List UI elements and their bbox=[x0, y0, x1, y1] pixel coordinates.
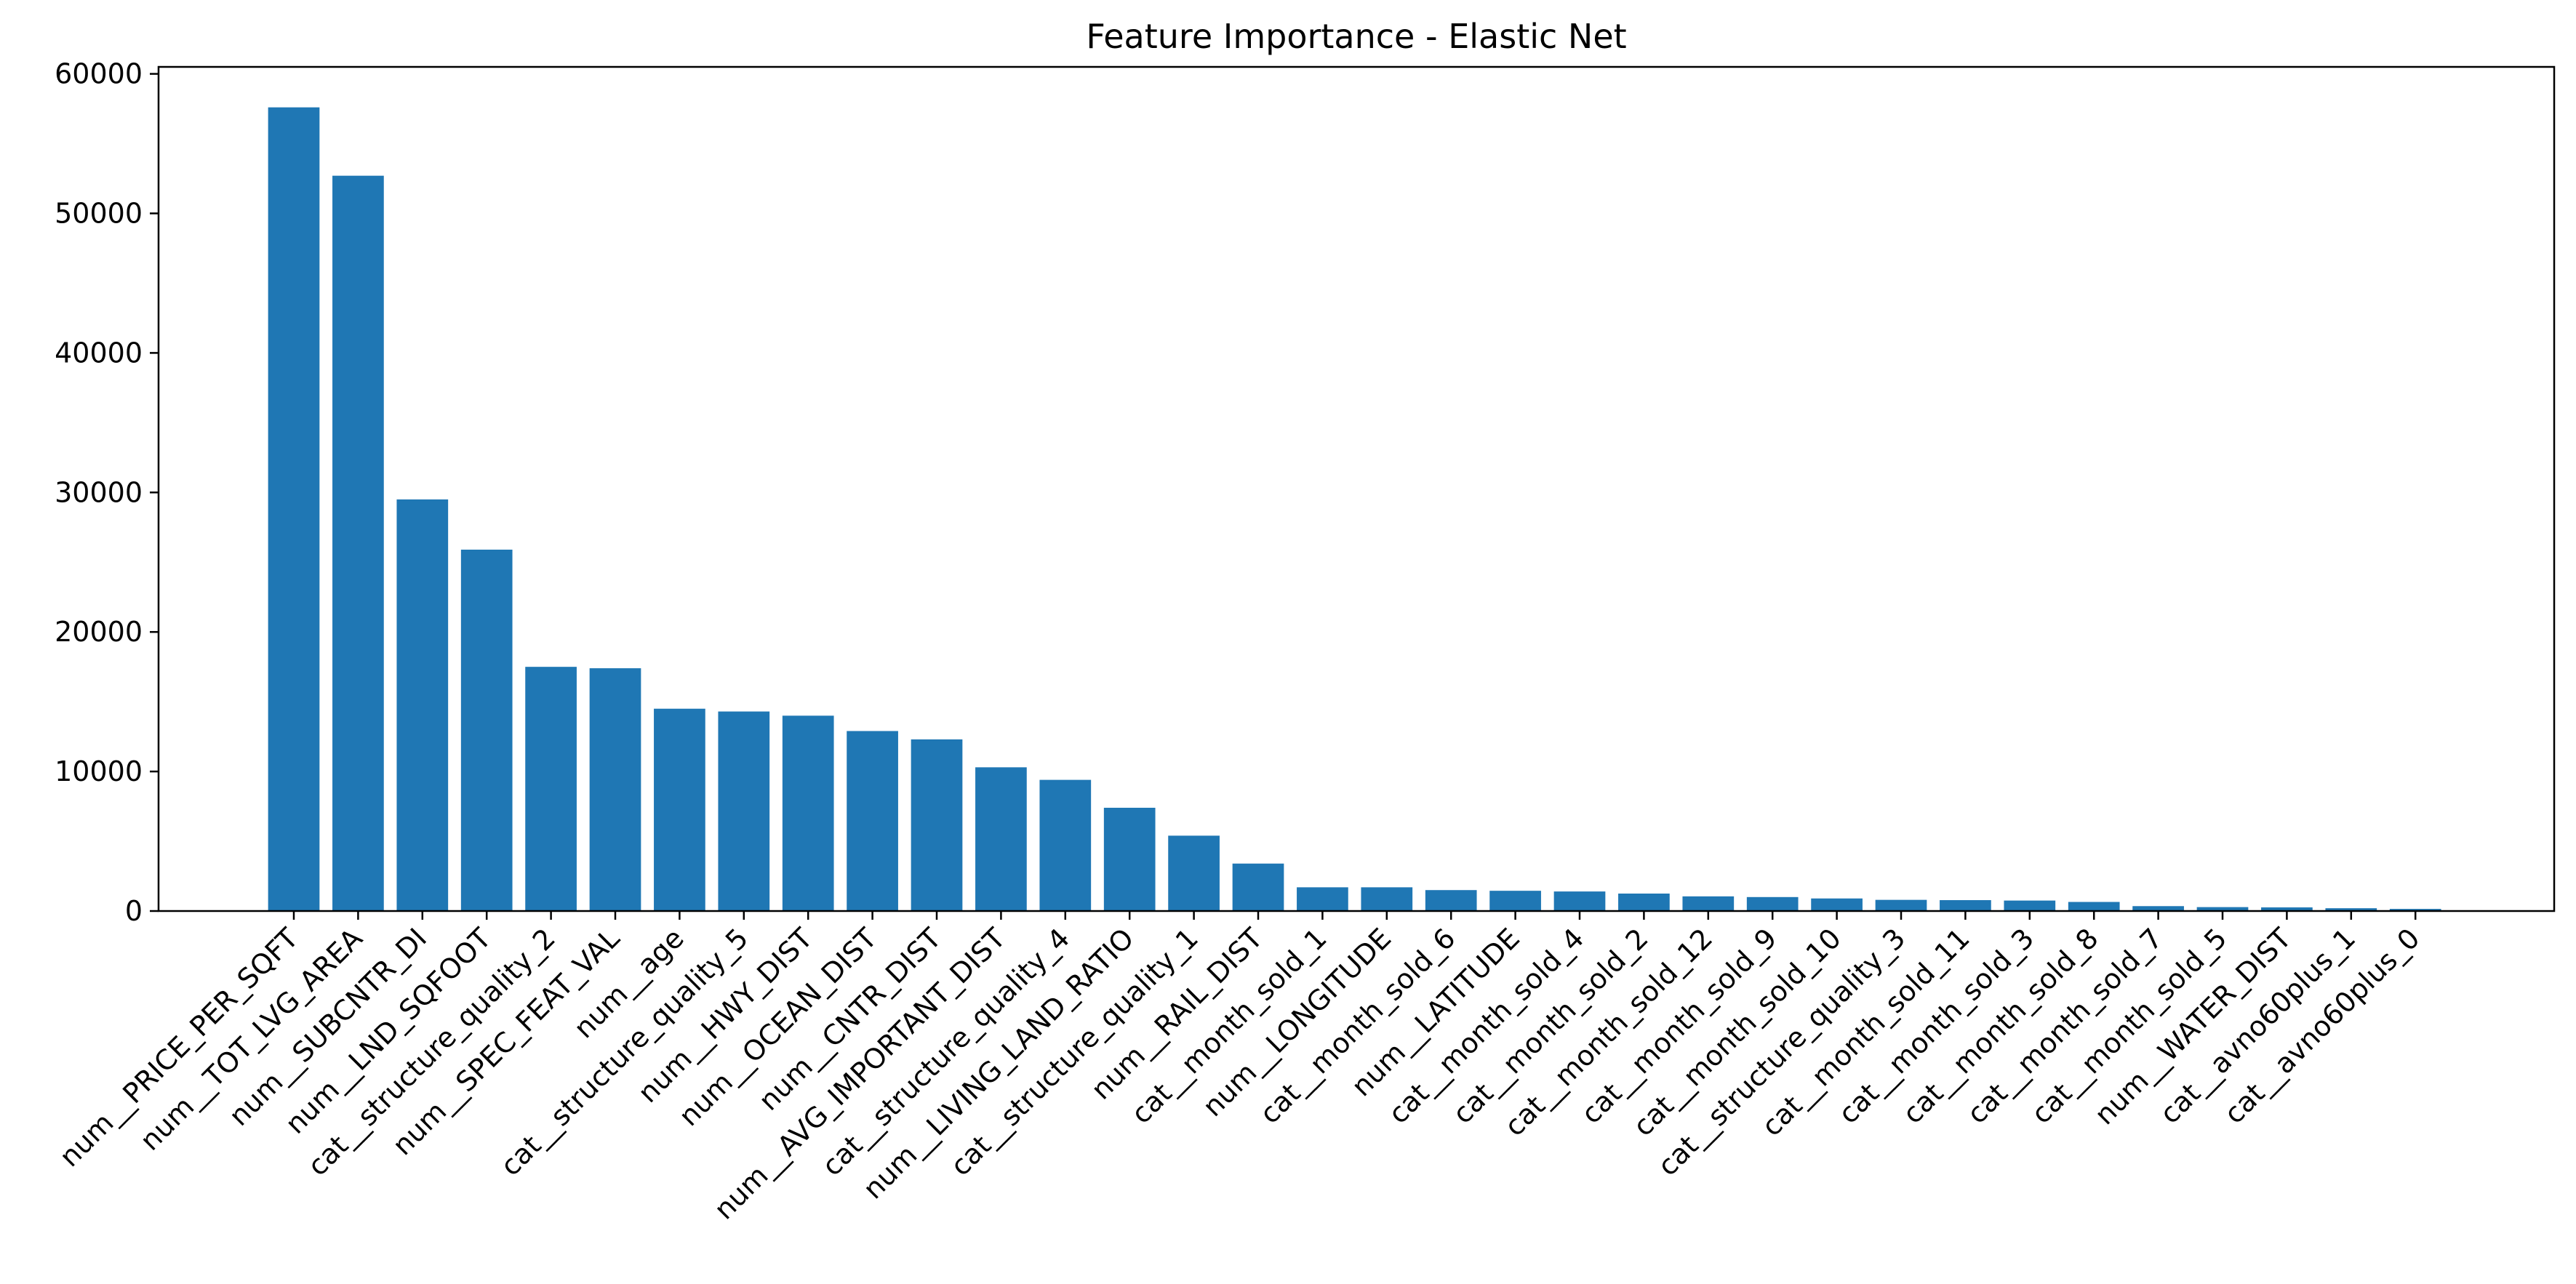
y-tick-label: 30000 bbox=[55, 476, 143, 508]
bar-cat-month-sold-5 bbox=[2196, 907, 2249, 911]
bar-cat-month-sold-10 bbox=[1811, 898, 1863, 911]
bar-cat-month-sold-3 bbox=[2004, 900, 2056, 911]
y-tick-label: 20000 bbox=[55, 616, 143, 648]
bar-num-hwy-dist bbox=[782, 715, 834, 911]
y-axis-ticks: 0 10000 20000 30000 40000 50000 60000 bbox=[55, 58, 159, 927]
bar-num-ocean-dist bbox=[847, 731, 898, 911]
bar-cat-structure-quality-3 bbox=[1875, 899, 1927, 911]
y-tick-label: 40000 bbox=[55, 337, 143, 369]
bar-cat-structure-quality-1 bbox=[1168, 835, 1220, 911]
bar-cat-month-sold-7 bbox=[2132, 906, 2184, 911]
bar-cat-month-sold-6 bbox=[1425, 890, 1477, 911]
chart-title: Feature Importance - Elastic Net bbox=[1086, 17, 1626, 56]
bar-num-latitude bbox=[1489, 891, 1541, 911]
bar-cat-month-sold-8 bbox=[2068, 902, 2120, 911]
plot-frame bbox=[157, 65, 2556, 912]
bar-num-living-land-ratio bbox=[1103, 807, 1156, 911]
bar-cat-structure-quality-4 bbox=[1039, 779, 1092, 911]
bar-num-cntr-dist bbox=[911, 739, 963, 911]
bar-cat-month-sold-9 bbox=[1746, 896, 1799, 911]
x-tick-label: num__PRICE_PER_SQFT bbox=[53, 922, 305, 1173]
bar-cat-avno60plus-1 bbox=[2325, 908, 2377, 911]
bar-cat-avno60plus-0 bbox=[2389, 909, 2441, 911]
bar-num-rail-dist bbox=[1232, 863, 1284, 911]
y-tick-label: 0 bbox=[125, 895, 143, 927]
axes-group bbox=[157, 65, 2556, 912]
bar-cat-structure-quality-5 bbox=[718, 711, 770, 911]
bar-num-tot-lvg-area bbox=[332, 175, 384, 911]
bar-cat-structure-quality-2 bbox=[525, 667, 577, 911]
bar-cat-month-sold-12 bbox=[1682, 896, 1735, 911]
y-tick-label: 60000 bbox=[55, 58, 143, 90]
bar-cat-month-sold-1 bbox=[1297, 887, 1348, 911]
bar-num-avg-important-dist bbox=[975, 767, 1027, 911]
bar-num-price-per-sqft bbox=[268, 107, 320, 911]
bar-cat-month-sold-11 bbox=[1940, 900, 1991, 911]
bar-cat-month-sold-4 bbox=[1553, 891, 1606, 911]
y-tick-label: 10000 bbox=[55, 755, 143, 787]
x-axis-ticks: num__PRICE_PER_SQFTnum__TOT_LVG_AREAnum_… bbox=[53, 911, 2426, 1226]
bar-num-spec-feat-val bbox=[589, 668, 641, 911]
bar-num-age bbox=[654, 708, 705, 911]
bar-num-lnd-sqfoot bbox=[460, 549, 513, 911]
bar-num-water-dist bbox=[2261, 907, 2313, 911]
bar-num-subcntr-di bbox=[396, 499, 449, 911]
y-tick-label: 50000 bbox=[55, 197, 143, 229]
bars-group bbox=[268, 107, 2441, 911]
bar-cat-month-sold-2 bbox=[1618, 894, 1670, 911]
bar-num-longitude bbox=[1361, 887, 1413, 911]
